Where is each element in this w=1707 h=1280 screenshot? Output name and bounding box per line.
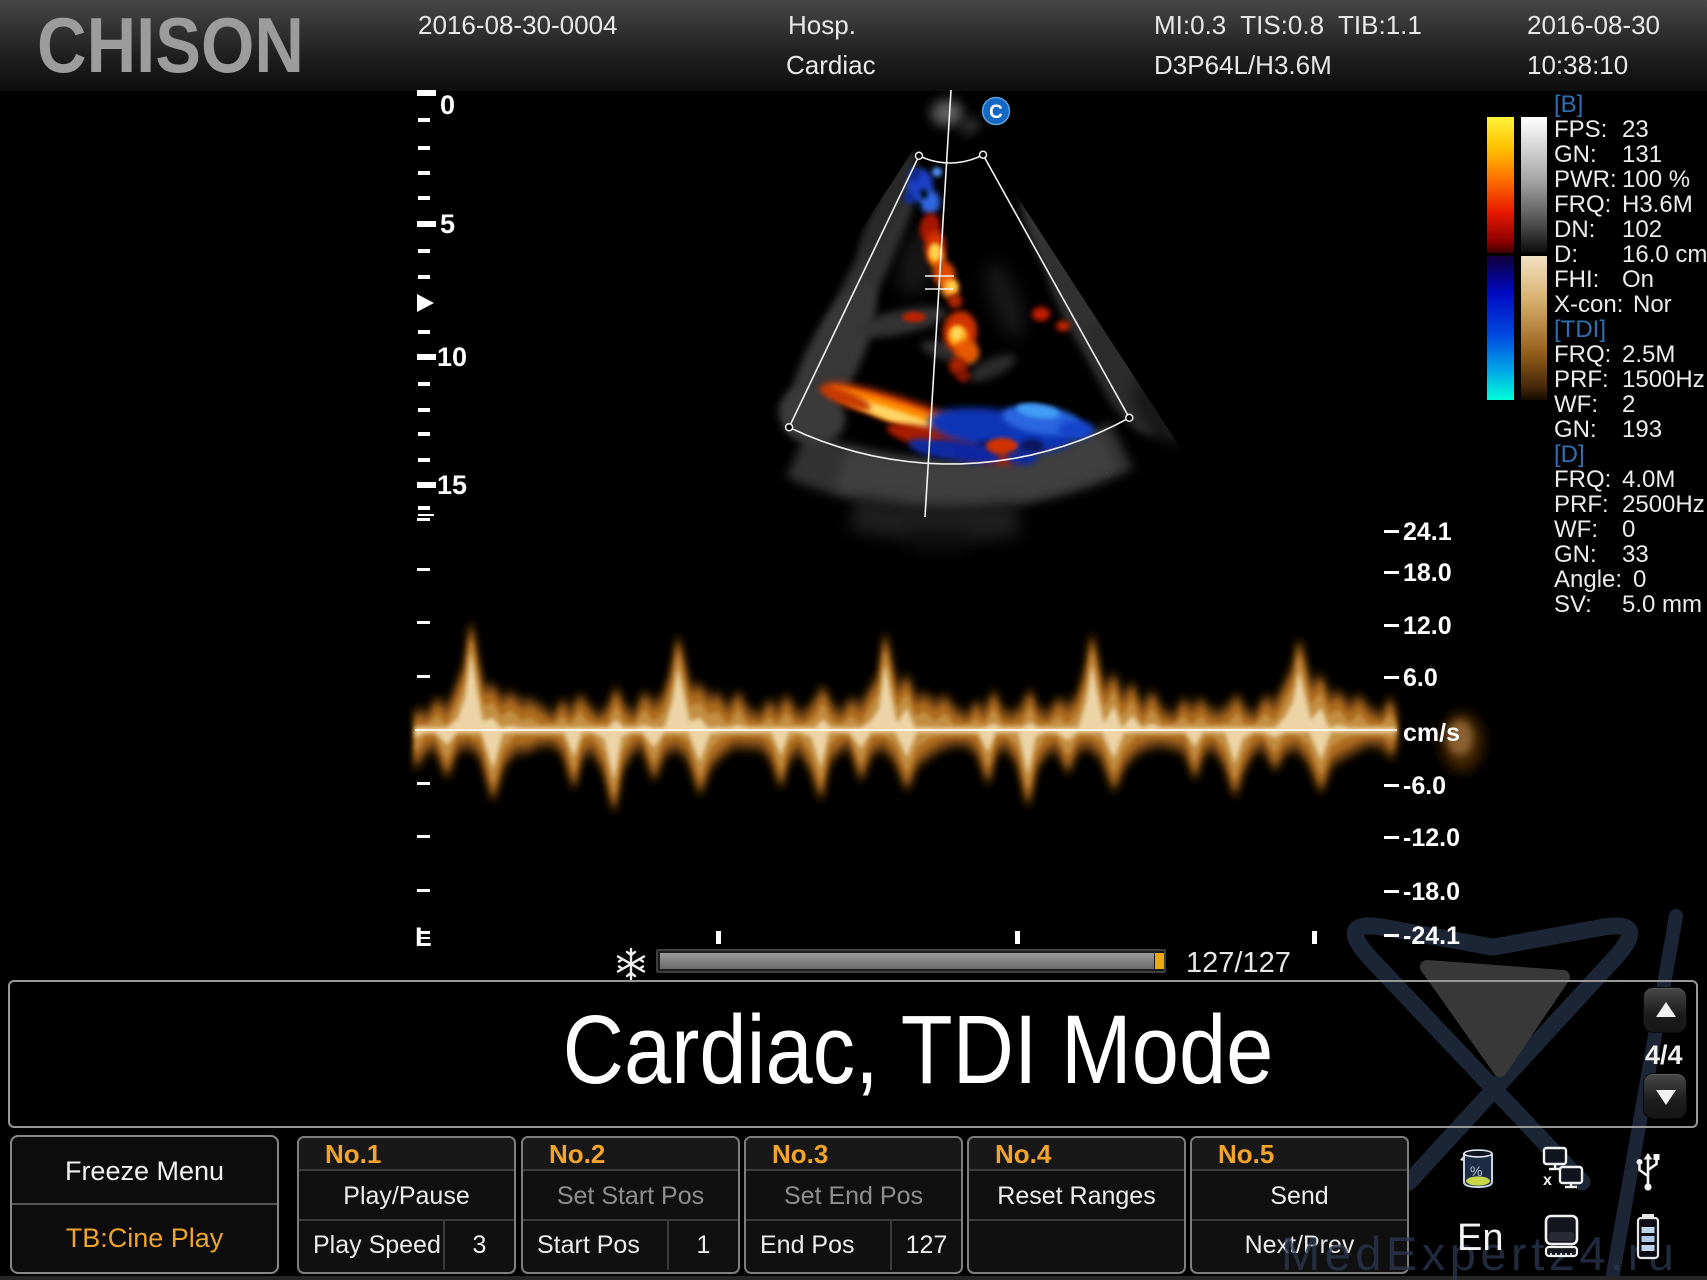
svg-text:C: C <box>989 102 1003 123</box>
svg-text:x: x <box>1543 1172 1552 1189</box>
svg-text:%: % <box>1470 1163 1482 1179</box>
